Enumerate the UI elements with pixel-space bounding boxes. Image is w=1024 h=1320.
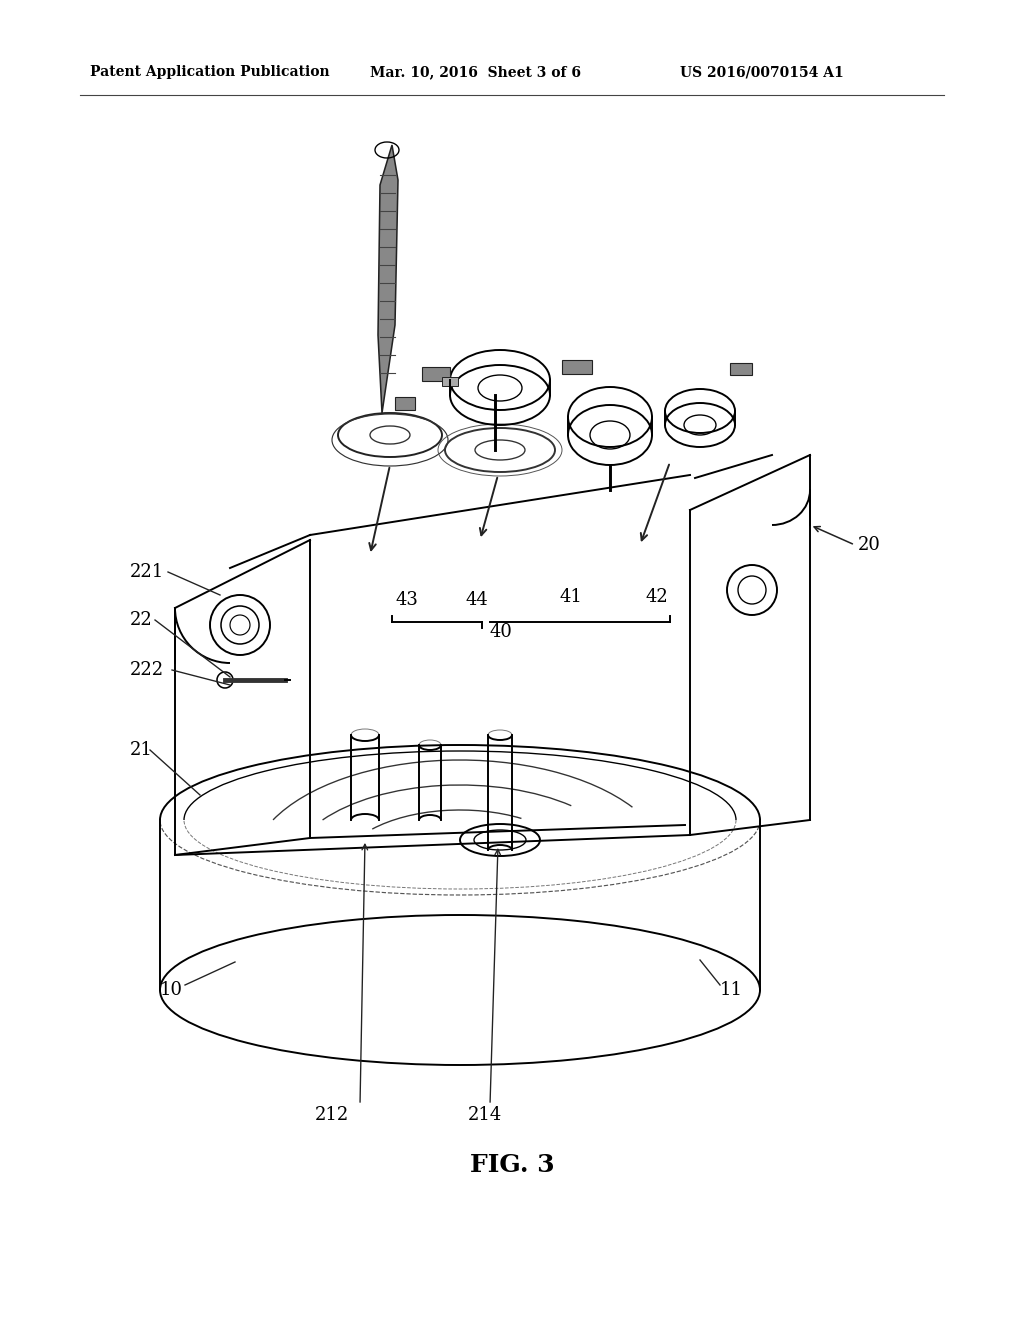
Text: 22: 22: [130, 611, 153, 630]
FancyBboxPatch shape: [395, 397, 415, 411]
Text: 42: 42: [645, 587, 668, 606]
Text: 21: 21: [130, 741, 153, 759]
Text: 43: 43: [395, 591, 418, 609]
Text: Patent Application Publication: Patent Application Publication: [90, 65, 330, 79]
Text: US 2016/0070154 A1: US 2016/0070154 A1: [680, 65, 844, 79]
FancyBboxPatch shape: [442, 378, 458, 385]
FancyBboxPatch shape: [730, 363, 752, 375]
Text: 10: 10: [160, 981, 183, 999]
Text: 11: 11: [720, 981, 743, 999]
Text: 214: 214: [468, 1106, 502, 1125]
Text: 212: 212: [315, 1106, 349, 1125]
FancyBboxPatch shape: [562, 360, 592, 374]
Text: 221: 221: [130, 564, 164, 581]
Text: Mar. 10, 2016  Sheet 3 of 6: Mar. 10, 2016 Sheet 3 of 6: [370, 65, 581, 79]
Text: 40: 40: [490, 623, 513, 642]
Text: 222: 222: [130, 661, 164, 678]
FancyBboxPatch shape: [422, 367, 450, 381]
Text: 41: 41: [560, 587, 583, 606]
Polygon shape: [378, 145, 398, 413]
Text: 20: 20: [858, 536, 881, 554]
Text: 44: 44: [465, 591, 487, 609]
Text: FIG. 3: FIG. 3: [470, 1152, 554, 1177]
